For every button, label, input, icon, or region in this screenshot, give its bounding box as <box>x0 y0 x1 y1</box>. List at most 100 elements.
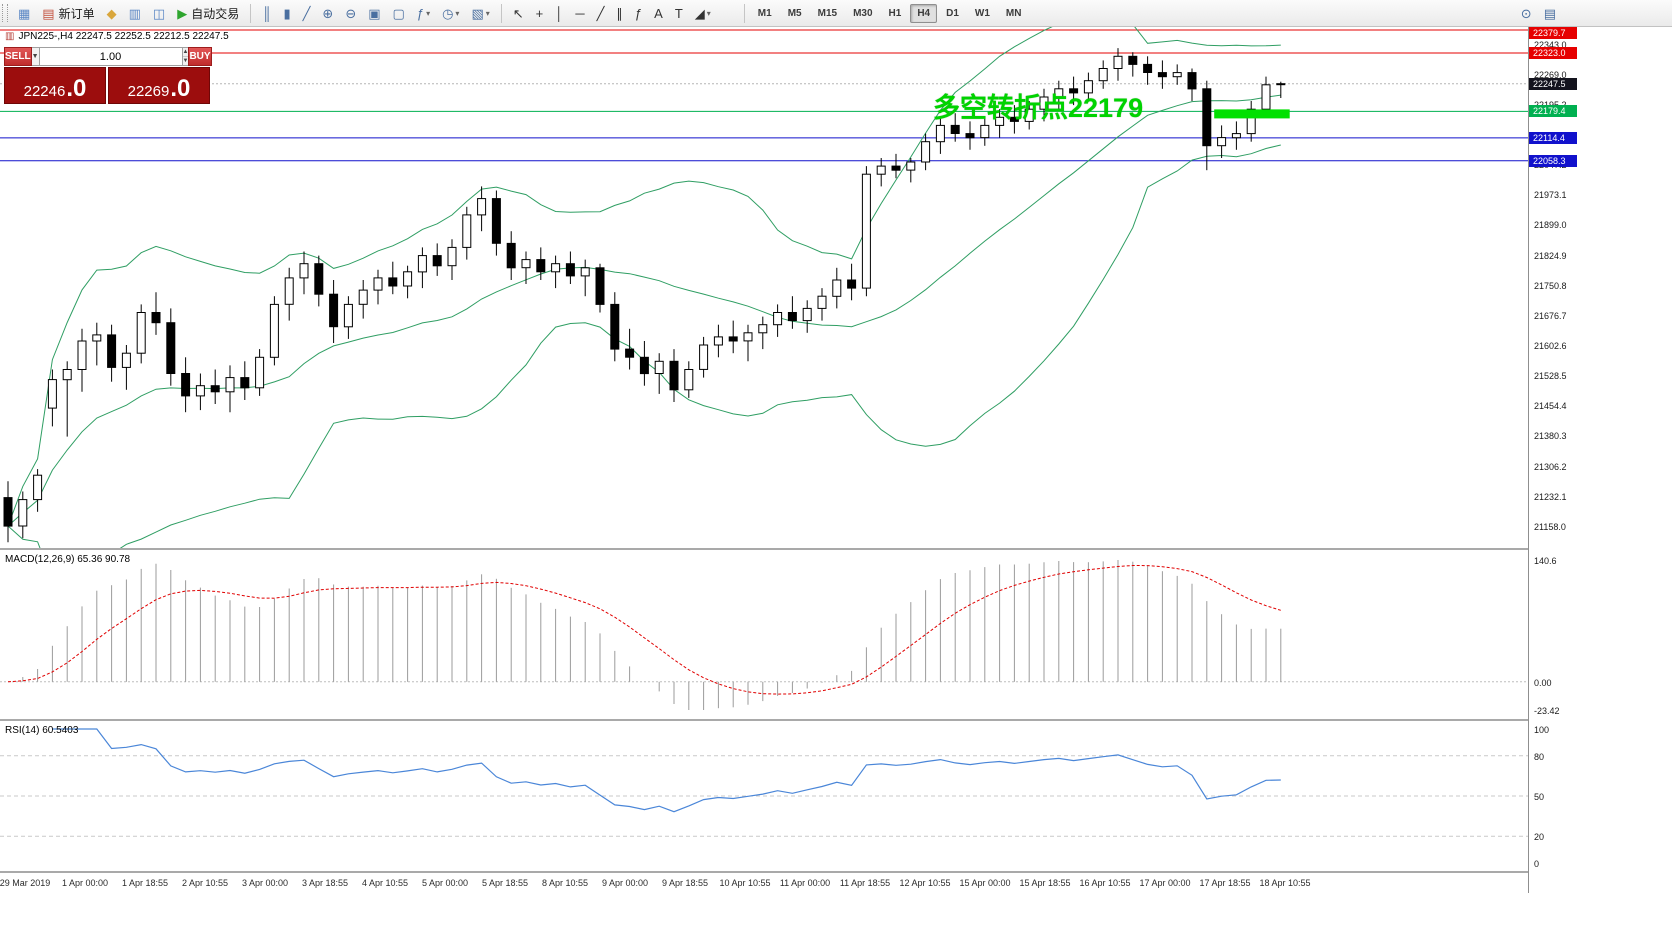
dropdown-arrow-icon[interactable]: ▾ <box>485 8 490 18</box>
zoom-in-icon: ⊕ <box>322 5 334 21</box>
timeframe-w1-button[interactable]: W1 <box>974 7 990 19</box>
cascade-windows-button[interactable]: ▢ <box>388 2 410 25</box>
tile-windows-button[interactable]: ▣ <box>363 2 385 25</box>
price-tag: 22114.4 <box>1529 132 1577 144</box>
market-watch-button[interactable]: ▥ <box>124 2 146 25</box>
zoom-out-icon: ⊖ <box>345 5 357 21</box>
time-label: 11 Apr 18:55 <box>839 878 891 888</box>
crosshair-button[interactable]: + <box>531 2 549 25</box>
toolbar-right-group: ⊙ ▤ <box>1515 2 1562 25</box>
community-icon: ▤ <box>1543 5 1556 21</box>
timeframe-h1-button[interactable]: H1 <box>888 7 902 19</box>
vertical-line-button[interactable]: │ <box>550 2 568 25</box>
macd-axis-label: 0.00 <box>1534 678 1552 688</box>
price-chart-canvas[interactable] <box>0 27 1528 548</box>
pivot-annotation-text[interactable]: 多空转折点22179 <box>933 93 1144 123</box>
time-label: 17 Apr 18:55 <box>1199 878 1251 888</box>
autotrading-label: 自动交易 <box>191 6 240 21</box>
favorites-button[interactable]: ◆ <box>102 2 122 25</box>
candlestick-chart-icon: ▮ <box>283 5 291 21</box>
time-label: 11 Apr 00:00 <box>779 878 831 888</box>
text-button[interactable]: A <box>649 2 668 25</box>
fibonacci-button[interactable]: ƒ <box>630 2 647 25</box>
new-order-icon: ▤ <box>42 5 55 21</box>
panel-separator[interactable] <box>0 871 1672 873</box>
rsi-axis-label: 50 <box>1534 792 1545 802</box>
periods-button[interactable]: ◷ ▾ <box>437 2 464 25</box>
rsi-chart-canvas[interactable] <box>0 721 1528 871</box>
sell-price-button[interactable]: 22246 .0 <box>4 67 106 104</box>
trendline-button[interactable]: ╱ <box>592 2 610 25</box>
rsi-axis-label: 0 <box>1534 859 1540 869</box>
panel-separator[interactable] <box>0 719 1672 721</box>
toolbar-separator <box>250 3 252 23</box>
bar-chart-button[interactable]: ║ <box>257 2 276 25</box>
timeframe-m15-button[interactable]: M15 <box>817 7 838 19</box>
candlestick-chart-button[interactable]: ▮ <box>278 2 295 25</box>
arrows-button[interactable]: ◢ ▾ <box>690 2 716 25</box>
dropdown-arrow-icon[interactable]: ▾ <box>426 8 431 18</box>
cascade-windows-icon: ▢ <box>392 5 405 21</box>
text-label-button[interactable]: T <box>670 2 688 25</box>
new-order-label: 新订单 <box>58 6 95 21</box>
community-button[interactable]: ▤ <box>1539 2 1561 25</box>
time-label: 2 Apr 10:55 <box>181 878 229 888</box>
timeframe-m1-button[interactable]: M1 <box>757 7 772 19</box>
search-button[interactable]: ⊙ <box>1516 2 1537 25</box>
new-order-button[interactable]: ▤ 新订单 <box>37 2 99 25</box>
equidistant-channel-button[interactable]: ∥ <box>611 2 628 25</box>
line-chart-button[interactable]: ╱ <box>298 2 316 25</box>
time-label: 3 Apr 18:55 <box>301 878 349 888</box>
panel-separator[interactable] <box>0 548 1672 550</box>
timeframe-mn-button[interactable]: MN <box>1005 7 1022 19</box>
dropdown-arrow-icon[interactable]: ▾ <box>455 8 460 18</box>
price-tag: 22379.7 <box>1529 27 1577 39</box>
macd-axis-label: 140.6 <box>1534 556 1557 566</box>
bar-chart-icon: ║ <box>262 5 272 21</box>
zoom-in-button[interactable]: ⊕ <box>317 2 338 25</box>
dropdown-arrow-icon[interactable]: ▾ <box>706 8 711 18</box>
timeframe-m5-button[interactable]: M5 <box>787 7 802 19</box>
buy-button[interactable]: BUY <box>188 47 212 66</box>
terminal-button[interactable]: ◫ <box>148 2 170 25</box>
sell-button[interactable]: SELL <box>4 47 32 66</box>
volume-input[interactable] <box>39 47 183 66</box>
pivot-highlight-bar[interactable] <box>1214 109 1290 119</box>
periods-icon: ◷ <box>442 5 454 21</box>
timeframe-h4-button[interactable]: H4 <box>910 3 938 23</box>
rsi-line <box>52 728 1281 813</box>
volume-down-button[interactable]: ▼ <box>182 57 189 65</box>
indicators-button[interactable]: ƒ ▾ <box>412 2 435 25</box>
buy-price-button[interactable]: 22269 .0 <box>108 67 210 104</box>
rsi-axis-label: 20 <box>1534 832 1545 842</box>
time-label: 12 Apr 10:55 <box>899 878 951 888</box>
zoom-out-button[interactable]: ⊖ <box>340 2 361 25</box>
price-tag: 22247.5 <box>1529 78 1577 90</box>
volume-dropdown-button[interactable]: ▼ <box>31 47 40 66</box>
time-label: 10 Apr 10:55 <box>719 878 771 888</box>
cursor-button[interactable]: ↖ <box>508 2 529 25</box>
chart-icon: ▥ <box>5 31 15 42</box>
price-tick: 21899.0 <box>1534 220 1567 230</box>
tile-windows-icon: ▣ <box>368 5 381 21</box>
sell-price-main: 22246 <box>23 83 66 100</box>
price-tick: 21973.1 <box>1534 190 1567 200</box>
autotrading-button[interactable]: ▶ 自动交易 <box>172 2 244 25</box>
equidistant-channel-icon: ∥ <box>616 5 623 21</box>
timeframe-m30-button[interactable]: M30 <box>853 7 873 19</box>
candles <box>3 48 1286 543</box>
toolbar-drag-handle[interactable] <box>2 4 8 22</box>
time-label: 1 Apr 00:00 <box>61 878 109 888</box>
horizontal-line-button[interactable]: ─ <box>570 2 589 25</box>
macd-chart-canvas[interactable] <box>0 550 1528 719</box>
rsi-axis-label: 80 <box>1534 752 1545 762</box>
timeframe-d1-button[interactable]: D1 <box>946 7 959 19</box>
time-axis[interactable]: 29 Mar 2019 1 Apr 00:00 1 Apr 18:55 2 Apr 1… <box>0 873 1528 893</box>
chart-title-text: JPN225-,H4 22247.5 22252.5 22212.5 22247… <box>18 31 229 42</box>
price-tag: 22179.4 <box>1529 105 1577 117</box>
volume-up-button[interactable]: ▲ <box>182 48 189 57</box>
new-chart-button[interactable]: ▦ <box>13 2 35 25</box>
price-axis[interactable]: 22343.022269.022195.222047.221973.121899… <box>1528 27 1672 893</box>
templates-button[interactable]: ▧ ▾ <box>466 2 494 25</box>
